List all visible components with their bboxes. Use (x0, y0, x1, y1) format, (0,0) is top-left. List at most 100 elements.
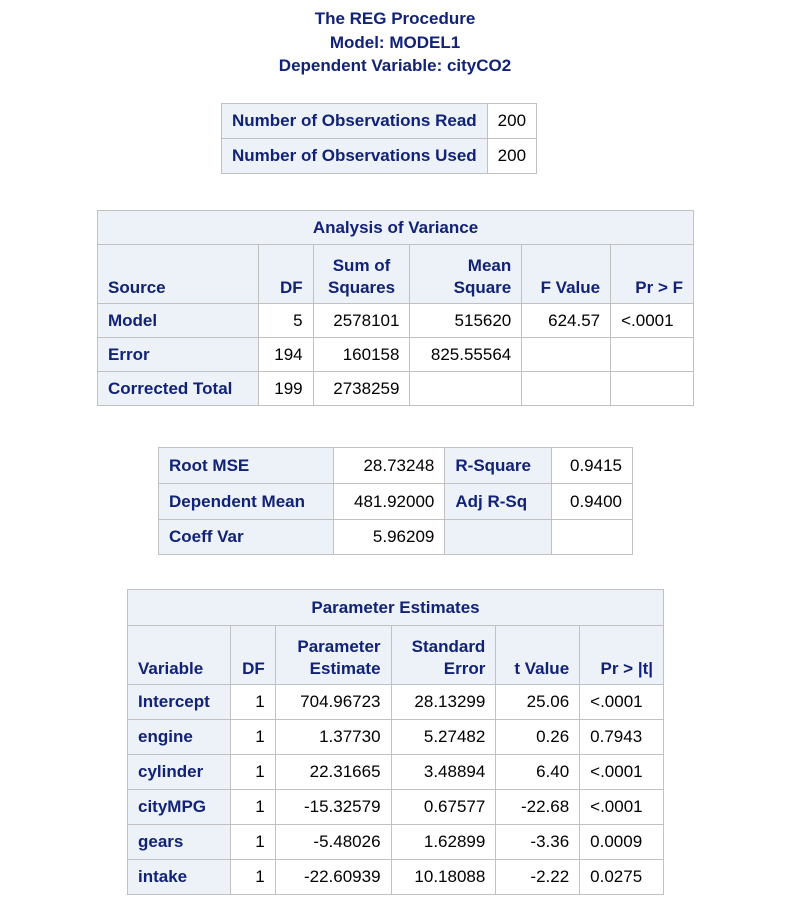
obs-used-value: 200 (486, 138, 538, 174)
header-ms-line1: Mean (467, 256, 512, 275)
table-caption-row: Analysis of Variance (97, 210, 694, 245)
cell-f (521, 337, 612, 372)
header-ss-line2: Squares (327, 278, 396, 297)
obs-read-label: Number of Observations Read (221, 103, 488, 139)
header-pr-t: Pr > |t| (579, 625, 664, 685)
cell-std-error: 0.67577 (390, 789, 497, 825)
table-row: Number of Observations Used 200 (221, 138, 538, 174)
params-caption: Parameter Estimates (127, 589, 664, 626)
cell-std-error: 10.18088 (390, 859, 497, 895)
header-sum-of-squares: Sum of Squares (312, 244, 411, 304)
fit-value (551, 519, 633, 555)
row-variable: cityMPG (127, 789, 231, 825)
anova-table: Analysis of Variance Source DF Sum of Squ… (97, 210, 694, 406)
cell-p: <.0001 (610, 303, 694, 338)
header-pr-f: Pr > F (610, 244, 694, 304)
cell-p (610, 337, 694, 372)
procedure-title: The REG Procedure (314, 9, 476, 28)
cell-df: 1 (229, 824, 276, 860)
cell-ms: 825.55564 (409, 337, 523, 372)
cell-std-error: 28.13299 (390, 684, 497, 720)
table-row: gears 1 -5.48026 1.62899 -3.36 0.0009 (127, 824, 664, 860)
cell-p-value: <.0001 (579, 789, 664, 825)
fit-label: R-Square (444, 447, 553, 484)
cell-df: 5 (257, 303, 314, 338)
cell-estimate: 1.37730 (274, 719, 392, 755)
cell-t-value: -3.36 (495, 824, 581, 860)
cell-estimate: -22.60939 (274, 859, 392, 895)
fit-label (444, 519, 553, 555)
cell-df: 1 (229, 754, 276, 790)
cell-p-value: <.0001 (579, 754, 664, 790)
header-est-line2: Estimate (309, 659, 381, 678)
observations-table: Number of Observations Read 200 Number o… (221, 103, 538, 174)
cell-t-value: -2.22 (495, 859, 581, 895)
cell-std-error: 5.27482 (390, 719, 497, 755)
row-source: Model (97, 303, 259, 338)
header-se-line1: Standard (411, 637, 486, 656)
header-standard-error: Standard Error (390, 625, 497, 685)
cell-estimate: -15.32579 (274, 789, 392, 825)
cell-std-error: 3.48894 (390, 754, 497, 790)
table-row: Coeff Var 5.96209 (158, 519, 633, 555)
table-row: Number of Observations Read 200 (221, 103, 538, 139)
obs-used-label: Number of Observations Used (221, 138, 488, 174)
cell-p-value: 0.7943 (579, 719, 664, 755)
cell-p (610, 371, 694, 406)
table-row: cityMPG 1 -15.32579 0.67577 -22.68 <.000… (127, 789, 664, 825)
cell-df: 194 (257, 337, 314, 372)
fit-label: Root MSE (158, 447, 334, 484)
header-df: DF (229, 625, 276, 685)
cell-estimate: 22.31665 (274, 754, 392, 790)
table-row: Dependent Mean 481.92000 Adj R-Sq 0.9400 (158, 483, 633, 520)
table-row: Intercept 1 704.96723 28.13299 25.06 <.0… (127, 684, 664, 720)
header-source: Source (97, 244, 259, 304)
obs-read-value: 200 (486, 103, 538, 139)
cell-df: 1 (229, 859, 276, 895)
cell-df: 1 (229, 684, 276, 720)
row-variable: intake (127, 859, 231, 895)
header-ss-line1: Sum of (332, 256, 391, 275)
row-variable: cylinder (127, 754, 231, 790)
cell-df: 199 (257, 371, 314, 406)
dependent-variable-title: Dependent Variable: cityCO2 (278, 56, 512, 75)
header-mean-square: Mean Square (409, 244, 523, 304)
cell-f: 624.57 (521, 303, 612, 338)
procedure-titles: The REG Procedure Model: MODEL1 Dependen… (0, 7, 790, 78)
cell-f (521, 371, 612, 406)
fit-value: 481.92000 (332, 483, 446, 520)
fit-label: Adj R-Sq (444, 483, 553, 520)
cell-ss: 2738259 (312, 371, 411, 406)
fit-statistics-table: Root MSE 28.73248 R-Square 0.9415 Depend… (158, 447, 633, 555)
cell-estimate: -5.48026 (274, 824, 392, 860)
row-source: Corrected Total (97, 371, 259, 406)
table-row: cylinder 1 22.31665 3.48894 6.40 <.0001 (127, 754, 664, 790)
table-row: Model 5 2578101 515620 624.57 <.0001 (97, 303, 694, 338)
cell-ss: 2578101 (312, 303, 411, 338)
fit-label: Coeff Var (158, 519, 334, 555)
row-variable: engine (127, 719, 231, 755)
cell-estimate: 704.96723 (274, 684, 392, 720)
cell-std-error: 1.62899 (390, 824, 497, 860)
table-caption-row: Parameter Estimates (127, 589, 664, 626)
cell-p-value: <.0001 (579, 684, 664, 720)
header-se-line2: Error (443, 659, 486, 678)
cell-t-value: 6.40 (495, 754, 581, 790)
fit-label: Dependent Mean (158, 483, 334, 520)
parameter-estimates-table: Parameter Estimates Variable DF Paramete… (127, 589, 664, 895)
cell-ss: 160158 (312, 337, 411, 372)
table-row: Corrected Total 199 2738259 (97, 371, 694, 406)
header-est-line1: Parameter (297, 637, 381, 656)
table-header-row: Source DF Sum of Squares Mean Square F Val… (97, 244, 694, 304)
cell-p-value: 0.0009 (579, 824, 664, 860)
cell-ms (409, 371, 523, 406)
fit-value: 28.73248 (332, 447, 446, 484)
header-df: DF (257, 244, 314, 304)
header-ms-line2: Square (453, 278, 512, 297)
fit-value: 5.96209 (332, 519, 446, 555)
header-variable: Variable (127, 625, 231, 685)
cell-df: 1 (229, 789, 276, 825)
anova-caption: Analysis of Variance (97, 210, 694, 245)
table-row: Root MSE 28.73248 R-Square 0.9415 (158, 447, 633, 484)
row-variable: Intercept (127, 684, 231, 720)
